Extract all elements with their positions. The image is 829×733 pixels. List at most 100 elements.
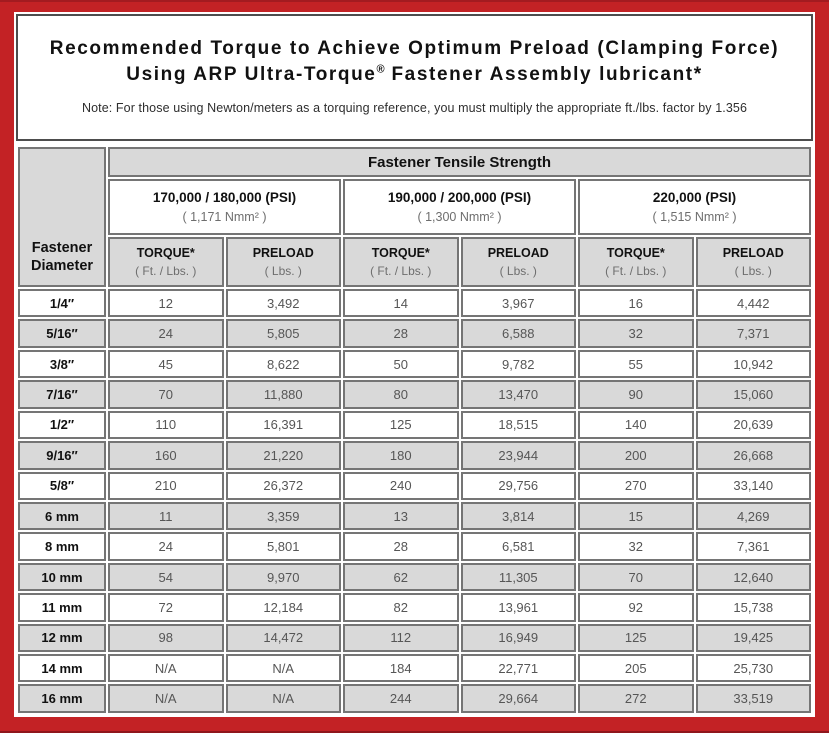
table-row: 6 mm 11 3,359 13 3,814 15 4,269 bbox=[18, 501, 811, 531]
value-cell: 3,492 bbox=[225, 289, 341, 318]
preload-subheader-1: PRELOAD ( Lbs. ) bbox=[225, 237, 341, 287]
value-cell: 98 bbox=[108, 623, 224, 653]
value-cell: 23,944 bbox=[460, 441, 576, 470]
value-cell: 4,442 bbox=[695, 289, 811, 318]
psi-group-2-label: 190,000 / 200,000 (PSI) bbox=[387, 190, 532, 205]
value-cell: 90 bbox=[578, 380, 694, 409]
value-cell: 16 bbox=[578, 289, 694, 318]
value-cell: 184 bbox=[343, 654, 459, 683]
value-cell: 9,970 bbox=[225, 562, 341, 592]
value-cell: 13,470 bbox=[460, 380, 576, 409]
value-cell: 10,942 bbox=[695, 349, 811, 379]
page-title-line2: Using ARP Ultra-Torque® Fastener Assembl… bbox=[18, 62, 811, 88]
value-cell: 9,782 bbox=[460, 349, 576, 379]
title-line2-suffix: Fastener Assembly lubricant* bbox=[384, 63, 703, 85]
preload-unit: ( Lbs. ) bbox=[264, 264, 302, 278]
value-cell: 11 bbox=[108, 501, 224, 531]
value-cell: 16,949 bbox=[460, 623, 576, 653]
value-cell: N/A bbox=[108, 684, 224, 713]
title-box: Recommended Torque to Achieve Optimum Pr… bbox=[16, 14, 813, 141]
diameter-cell: 6 mm bbox=[18, 501, 106, 531]
diameter-cell: 5/8″ bbox=[18, 471, 106, 500]
torque-label: TORQUE* bbox=[606, 246, 665, 260]
table-row: 1/2″ 110 16,391 125 18,515 140 20,639 bbox=[18, 410, 811, 440]
psi-group-1-nmm: ( 1,171 Nmm² ) bbox=[182, 210, 267, 224]
preload-unit: ( Lbs. ) bbox=[499, 264, 537, 278]
value-cell: 12 bbox=[108, 289, 224, 318]
value-cell: 15,060 bbox=[695, 380, 811, 409]
value-cell: 13,961 bbox=[460, 593, 576, 622]
table-row: 8 mm 24 5,801 28 6,581 32 7,361 bbox=[18, 532, 811, 561]
value-cell: N/A bbox=[225, 684, 341, 713]
psi-group-3: 220,000 (PSI) ( 1,515 Nmm² ) bbox=[578, 179, 811, 235]
torque-label: TORQUE* bbox=[136, 246, 195, 260]
value-cell: 180 bbox=[343, 441, 459, 470]
value-cell: 24 bbox=[108, 532, 224, 561]
diameter-cell: 1/4″ bbox=[18, 289, 106, 318]
table-row: 7/16″ 70 11,880 80 13,470 90 15,060 bbox=[18, 380, 811, 409]
diameter-cell: 14 mm bbox=[18, 654, 106, 683]
value-cell: 3,814 bbox=[460, 501, 576, 531]
psi-group-3-label: 220,000 (PSI) bbox=[652, 190, 737, 205]
table-row: 12 mm 98 14,472 112 16,949 125 19,425 bbox=[18, 623, 811, 653]
value-cell: 160 bbox=[108, 441, 224, 470]
value-cell: 16,391 bbox=[225, 410, 341, 440]
value-cell: 210 bbox=[108, 471, 224, 500]
value-cell: 80 bbox=[343, 380, 459, 409]
value-cell: 244 bbox=[343, 684, 459, 713]
newton-meters-note: Note: For those using Newton/meters as a… bbox=[81, 101, 747, 116]
preload-subheader-2: PRELOAD ( Lbs. ) bbox=[460, 237, 576, 287]
header-row-psi: 170,000 / 180,000 (PSI) ( 1,171 Nmm² ) 1… bbox=[18, 179, 811, 235]
torque-unit: ( Ft. / Lbs. ) bbox=[135, 264, 197, 278]
value-cell: 29,756 bbox=[460, 471, 576, 500]
value-cell: 13 bbox=[343, 501, 459, 531]
value-cell: 112 bbox=[343, 623, 459, 653]
torque-subheader-2: TORQUE* ( Ft. / Lbs. ) bbox=[343, 237, 459, 287]
value-cell: 11,880 bbox=[225, 380, 341, 409]
value-cell: 82 bbox=[343, 593, 459, 622]
value-cell: 20,639 bbox=[695, 410, 811, 440]
diameter-cell: 3/8″ bbox=[18, 349, 106, 379]
value-cell: 140 bbox=[578, 410, 694, 440]
preload-subheader-3: PRELOAD ( Lbs. ) bbox=[695, 237, 811, 287]
value-cell: 29,664 bbox=[460, 684, 576, 713]
value-cell: 12,184 bbox=[225, 593, 341, 622]
table-row: 1/4″ 12 3,492 14 3,967 16 4,442 bbox=[18, 289, 811, 318]
value-cell: 55 bbox=[578, 349, 694, 379]
table-row: 11 mm 72 12,184 82 13,961 92 15,738 bbox=[18, 593, 811, 622]
diameter-cell: 8 mm bbox=[18, 532, 106, 561]
value-cell: 26,668 bbox=[695, 441, 811, 470]
value-cell: 15 bbox=[578, 501, 694, 531]
value-cell: N/A bbox=[225, 654, 341, 683]
value-cell: 33,140 bbox=[695, 471, 811, 500]
table-body: 1/4″ 12 3,492 14 3,967 16 4,442 5/16″ 24 5,805 28 6… bbox=[18, 289, 811, 713]
value-cell: 19,425 bbox=[695, 623, 811, 653]
torque-table: Fastener Diameter Fastener Tensile Stren… bbox=[16, 145, 813, 715]
value-cell: 28 bbox=[343, 532, 459, 561]
table-row: 14 mm N/A N/A 184 22,771 205 25,730 bbox=[18, 654, 811, 683]
value-cell: 5,805 bbox=[225, 319, 341, 348]
value-cell: 4,269 bbox=[695, 501, 811, 531]
value-cell: 72 bbox=[108, 593, 224, 622]
preload-unit: ( Lbs. ) bbox=[734, 264, 772, 278]
value-cell: 125 bbox=[343, 410, 459, 440]
value-cell: 11,305 bbox=[460, 562, 576, 592]
tensile-strength-header: Fastener Tensile Strength bbox=[108, 147, 811, 177]
value-cell: 272 bbox=[578, 684, 694, 713]
value-cell: 22,771 bbox=[460, 654, 576, 683]
value-cell: 15,738 bbox=[695, 593, 811, 622]
value-cell: 24 bbox=[108, 319, 224, 348]
registered-trademark-symbol: ® bbox=[376, 63, 385, 76]
value-cell: 92 bbox=[578, 593, 694, 622]
value-cell: 5,801 bbox=[225, 532, 341, 561]
table-row: 10 mm 54 9,970 62 11,305 70 12,640 bbox=[18, 562, 811, 592]
psi-group-2-nmm: ( 1,300 Nmm² ) bbox=[417, 210, 502, 224]
diameter-cell: 1/2″ bbox=[18, 410, 106, 440]
psi-group-2: 190,000 / 200,000 (PSI) ( 1,300 Nmm² ) bbox=[343, 179, 576, 235]
table-row: 16 mm N/A N/A 244 29,664 272 33,519 bbox=[18, 684, 811, 713]
value-cell: 240 bbox=[343, 471, 459, 500]
torque-unit: ( Ft. / Lbs. ) bbox=[370, 264, 432, 278]
value-cell: 28 bbox=[343, 319, 459, 348]
value-cell: 26,372 bbox=[225, 471, 341, 500]
